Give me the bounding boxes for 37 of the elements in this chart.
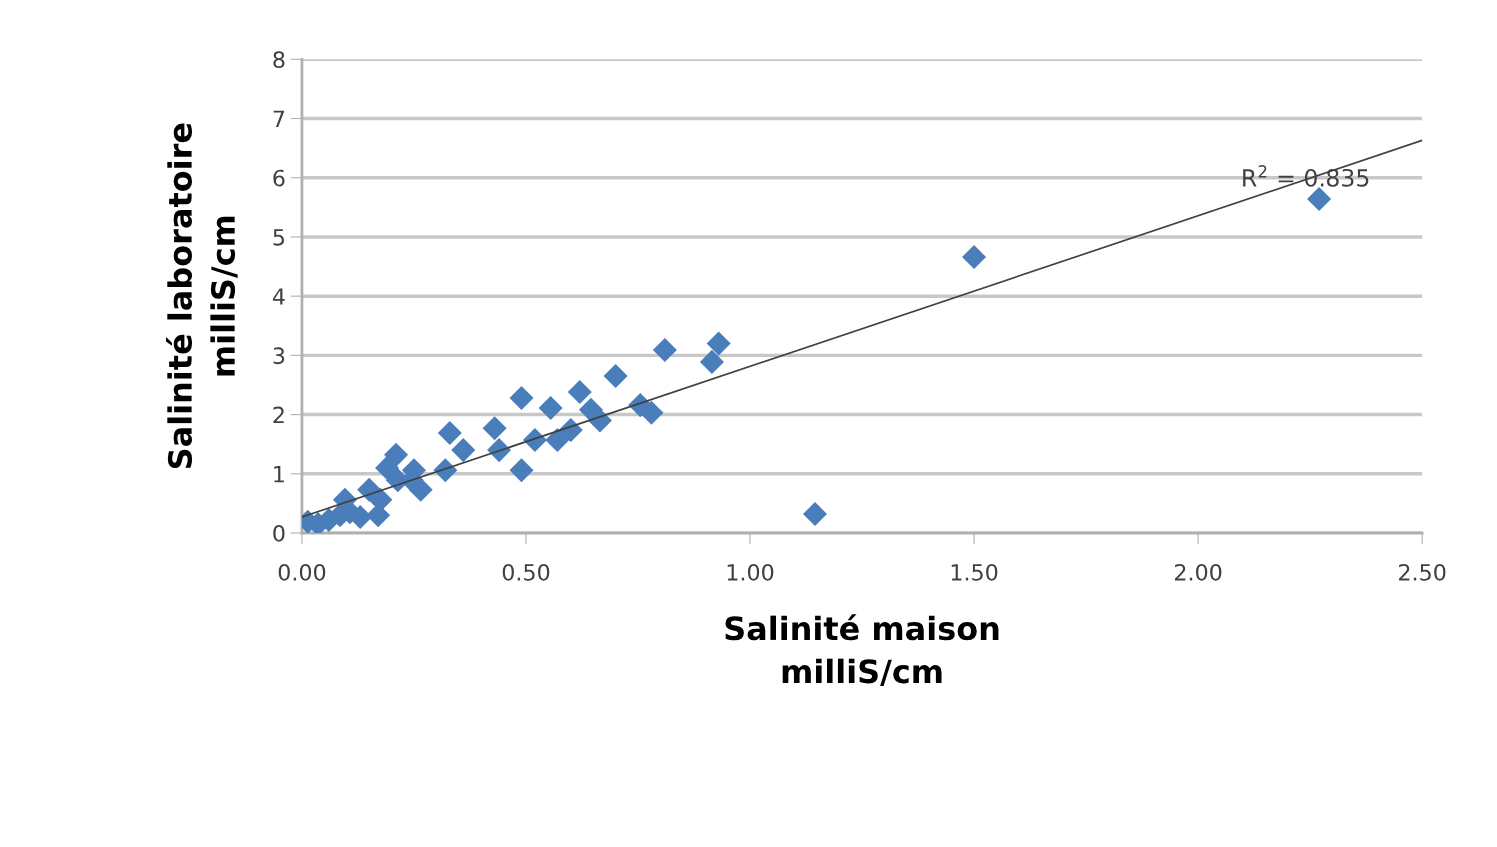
point <box>375 455 400 480</box>
y-tick-label: 8 <box>273 51 285 69</box>
y-tick-label: 2 <box>273 406 284 424</box>
y-tick-label: 7 <box>273 110 285 127</box>
point <box>437 420 462 445</box>
y-tick-label: 5 <box>273 229 285 246</box>
x-tick-label: 1.00 <box>727 563 774 581</box>
x-tick-label: 2.50 <box>1399 563 1446 581</box>
point <box>706 331 731 356</box>
y-tick-label: 0 <box>273 524 285 542</box>
point <box>482 416 507 441</box>
y-tick-label: 1 <box>274 466 284 483</box>
point <box>567 380 592 405</box>
x-tick-label: 1.50 <box>951 563 998 581</box>
annotation: R$^{2}$ = 0.835 <box>1243 165 1369 187</box>
x-tick-label: 0.00 <box>278 563 326 581</box>
x-tick-label: 2.00 <box>1175 563 1222 581</box>
point <box>639 400 664 425</box>
point <box>802 502 828 527</box>
point <box>538 396 563 421</box>
point <box>962 245 987 270</box>
point <box>545 428 570 453</box>
point <box>366 503 391 528</box>
y-axis-title: Salinité laboratoire milliS/cm <box>166 123 238 469</box>
point <box>451 438 476 463</box>
y-tick-label: 3 <box>273 347 285 365</box>
point <box>1307 187 1332 212</box>
point <box>384 442 409 467</box>
point <box>509 458 534 483</box>
x-axis-title: Salinité maison milliS/cm <box>725 614 999 686</box>
point <box>699 349 724 374</box>
point <box>509 385 534 411</box>
y-tick-label: 6 <box>273 169 285 187</box>
y-tick-label: 4 <box>272 288 285 305</box>
point <box>652 338 677 363</box>
x-tick-label: 0.50 <box>502 563 550 581</box>
point <box>603 364 628 389</box>
